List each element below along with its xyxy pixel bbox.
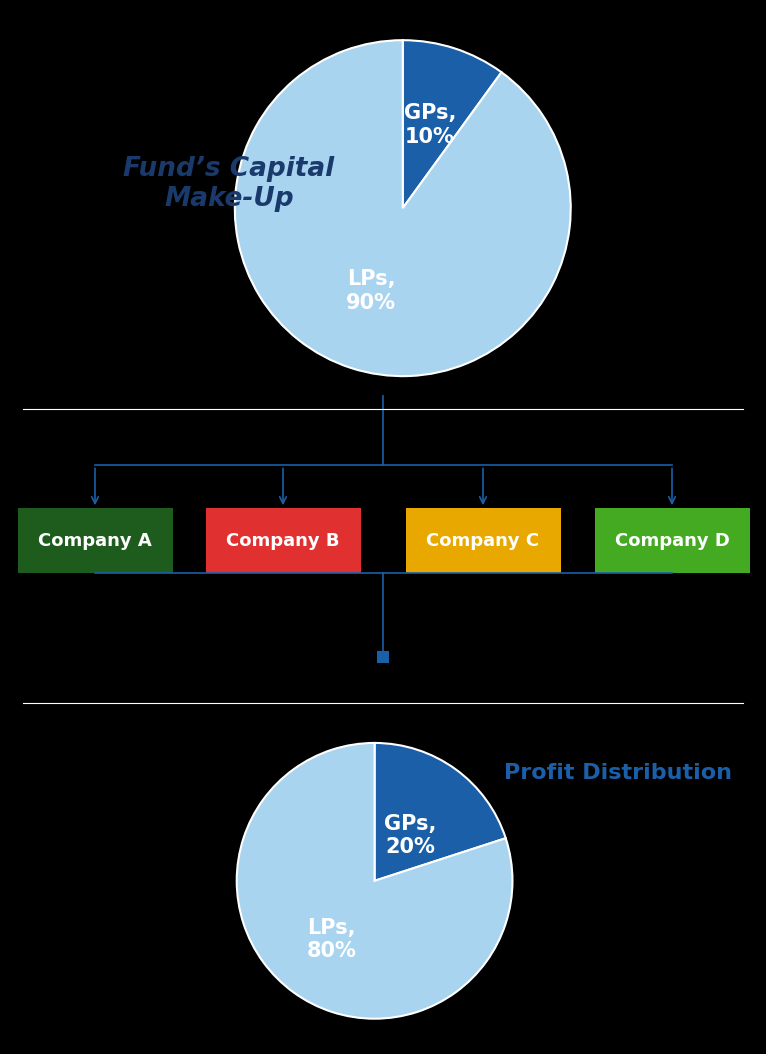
Wedge shape (237, 743, 512, 1018)
Wedge shape (375, 743, 506, 881)
Bar (377, 651, 389, 663)
Text: Company B: Company B (226, 531, 340, 550)
FancyBboxPatch shape (18, 508, 172, 573)
Text: Profit Distribution: Profit Distribution (504, 763, 732, 783)
FancyBboxPatch shape (405, 508, 561, 573)
Text: Company C: Company C (427, 531, 539, 550)
Text: GPs,
10%: GPs, 10% (404, 103, 456, 147)
Text: LPs,
90%: LPs, 90% (346, 270, 396, 313)
Text: Fund’s Capital
Make-Up: Fund’s Capital Make-Up (123, 156, 335, 213)
FancyBboxPatch shape (205, 508, 361, 573)
Wedge shape (235, 40, 571, 376)
Text: Company A: Company A (38, 531, 152, 550)
Text: LPs,
80%: LPs, 80% (306, 918, 356, 961)
Text: Company D: Company D (614, 531, 729, 550)
Wedge shape (403, 40, 502, 208)
FancyBboxPatch shape (594, 508, 749, 573)
Text: GPs,
20%: GPs, 20% (384, 814, 437, 857)
